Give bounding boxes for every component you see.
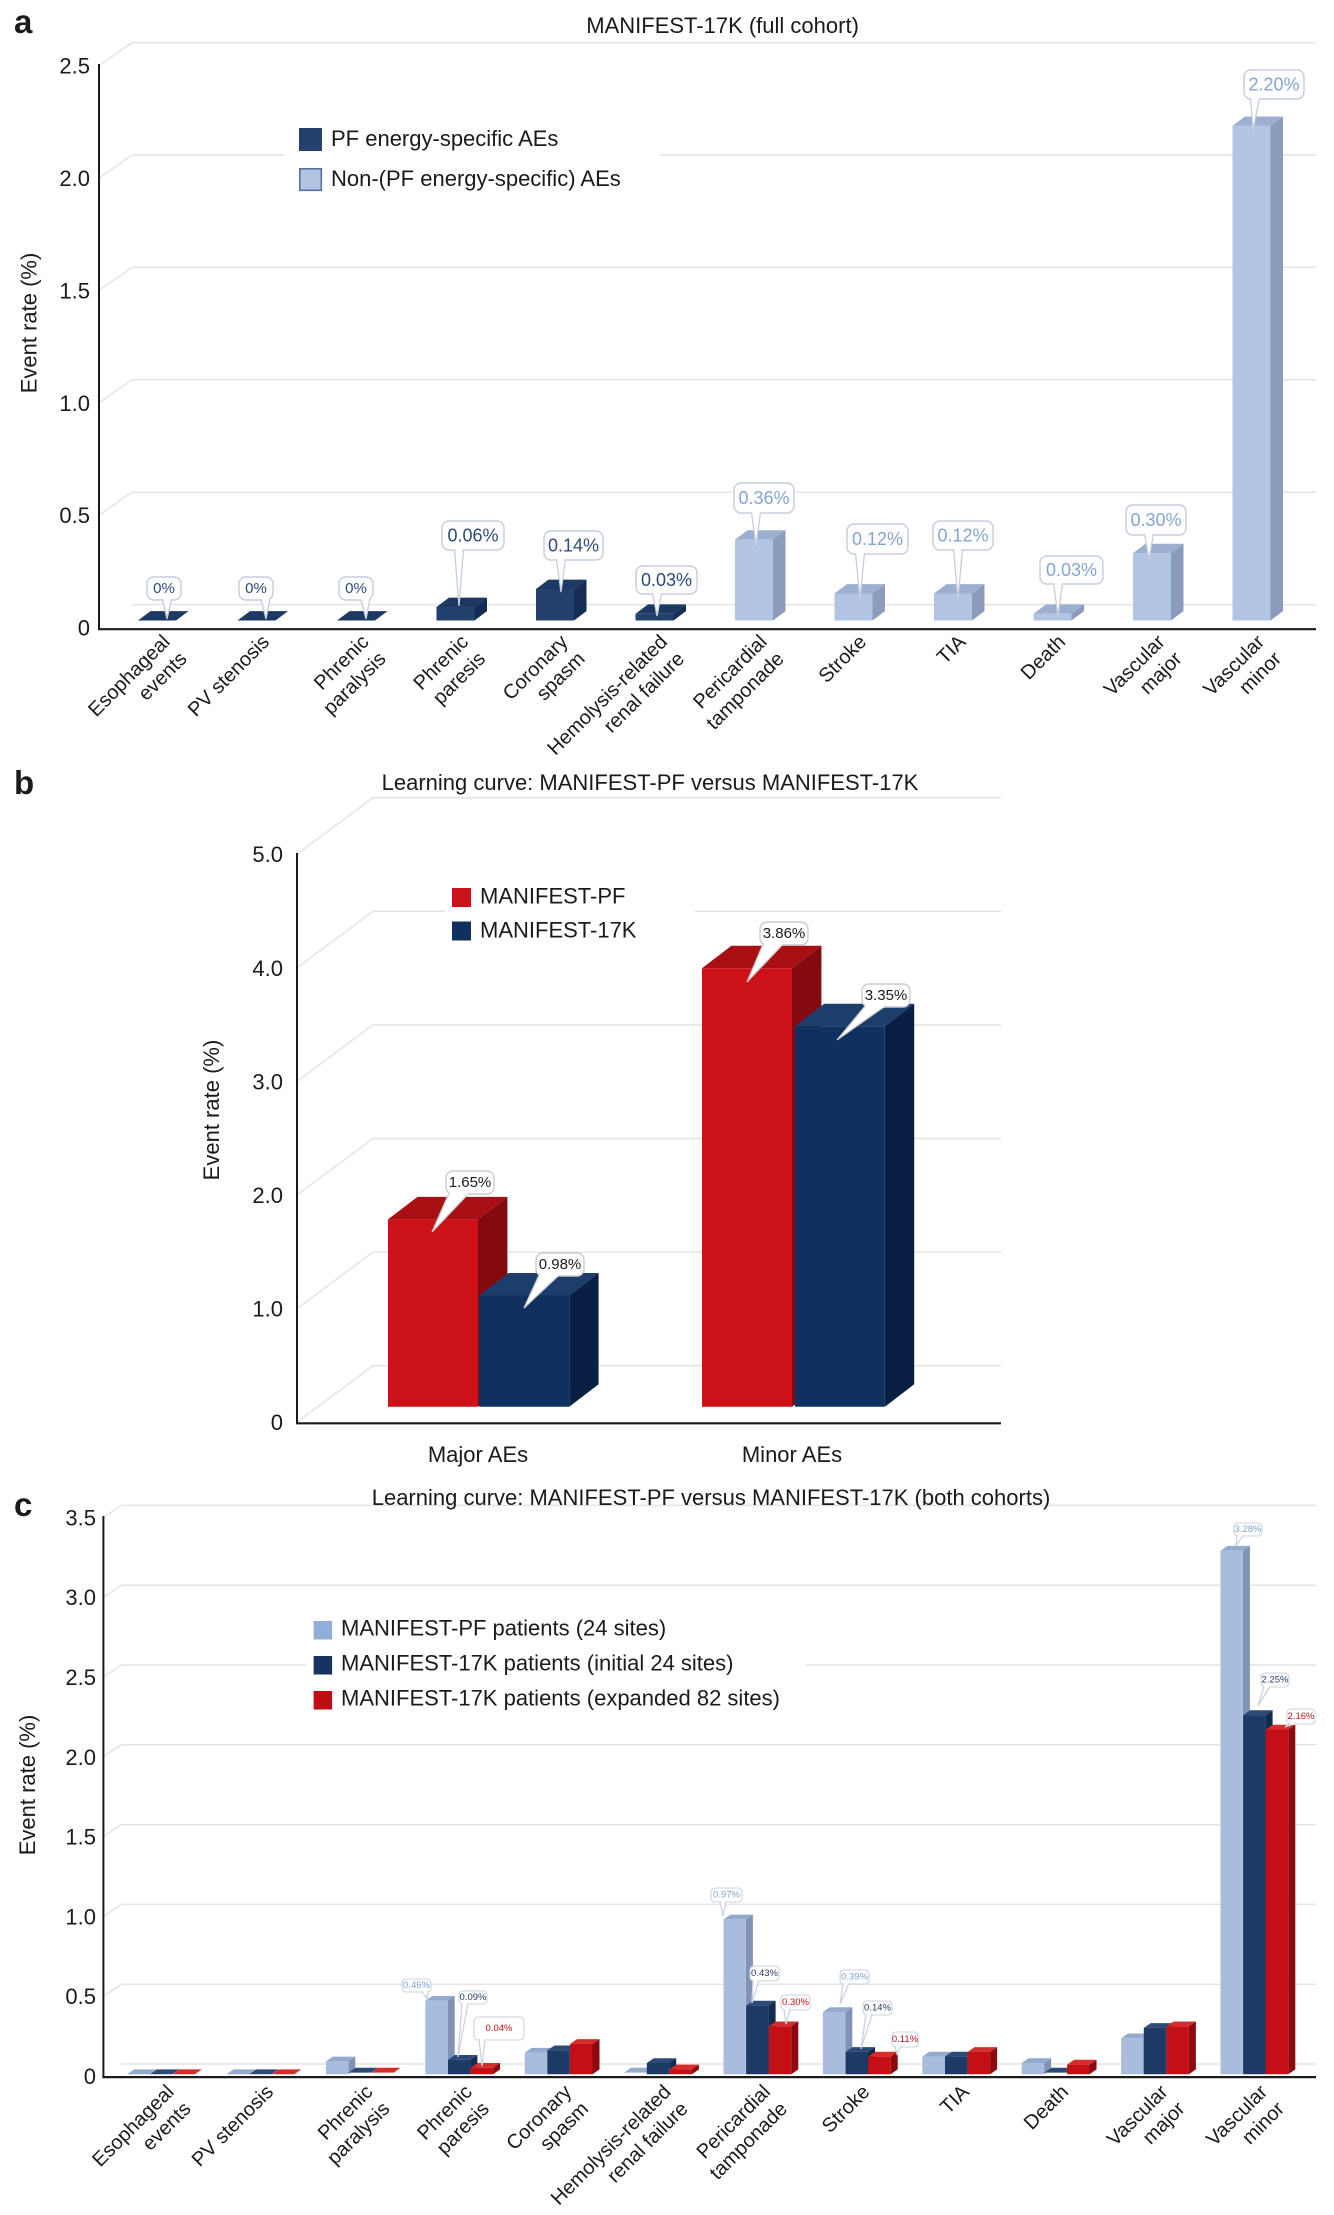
svg-text:0.36%: 0.36% bbox=[738, 488, 789, 508]
svg-text:3.0: 3.0 bbox=[65, 1585, 96, 1610]
svg-text:0.30%: 0.30% bbox=[782, 1997, 809, 2008]
svg-text:Learning curve: MANIFEST-PF ve: Learning curve: MANIFEST-PF versus MANIF… bbox=[382, 770, 919, 795]
svg-text:0.14%: 0.14% bbox=[548, 536, 599, 556]
svg-text:0%: 0% bbox=[345, 580, 367, 597]
svg-text:Event rate (%): Event rate (%) bbox=[15, 1715, 40, 1856]
svg-text:1.5: 1.5 bbox=[65, 1825, 96, 1850]
svg-text:0: 0 bbox=[84, 2064, 96, 2089]
svg-text:3.86%: 3.86% bbox=[763, 925, 806, 942]
svg-text:0.04%: 0.04% bbox=[486, 2023, 513, 2034]
svg-text:0.5: 0.5 bbox=[59, 503, 90, 528]
svg-text:0.46%: 0.46% bbox=[403, 1980, 430, 1991]
svg-text:MANIFEST-PF: MANIFEST-PF bbox=[480, 884, 625, 909]
svg-text:Minor AEs: Minor AEs bbox=[742, 1442, 842, 1467]
svg-text:3.5: 3.5 bbox=[65, 1505, 96, 1530]
svg-text:0.12%: 0.12% bbox=[937, 526, 988, 546]
svg-text:a: a bbox=[14, 3, 33, 40]
svg-text:c: c bbox=[14, 1486, 32, 1523]
svg-text:0.43%: 0.43% bbox=[751, 1968, 778, 1979]
svg-text:MANIFEST-PF patients (24 sites: MANIFEST-PF patients (24 sites) bbox=[341, 1616, 666, 1641]
svg-text:4.0: 4.0 bbox=[252, 956, 283, 981]
svg-text:1.5: 1.5 bbox=[59, 278, 90, 303]
svg-text:Learning curve: MANIFEST-PF ve: Learning curve: MANIFEST-PF versus MANIF… bbox=[372, 1485, 1051, 1510]
svg-text:0.11%: 0.11% bbox=[892, 2034, 919, 2045]
svg-text:MANIFEST-17K: MANIFEST-17K bbox=[480, 918, 637, 943]
svg-text:1.0: 1.0 bbox=[59, 391, 90, 416]
svg-text:3.35%: 3.35% bbox=[865, 987, 908, 1004]
svg-text:1.65%: 1.65% bbox=[449, 1174, 492, 1191]
svg-text:1.0: 1.0 bbox=[252, 1297, 283, 1322]
svg-text:0%: 0% bbox=[153, 580, 175, 597]
svg-text:3.0: 3.0 bbox=[252, 1069, 283, 1094]
svg-text:2.20%: 2.20% bbox=[1248, 75, 1299, 95]
svg-text:0.5: 0.5 bbox=[65, 1984, 96, 2009]
svg-text:1.0: 1.0 bbox=[65, 1904, 96, 1929]
svg-text:0.03%: 0.03% bbox=[641, 570, 692, 590]
svg-text:Event rate (%): Event rate (%) bbox=[199, 1040, 224, 1181]
svg-text:2.25%: 2.25% bbox=[1262, 1675, 1289, 1686]
svg-text:Major AEs: Major AEs bbox=[428, 1442, 528, 1467]
svg-text:0%: 0% bbox=[245, 580, 267, 597]
svg-text:PF energy-specific AEs: PF energy-specific AEs bbox=[331, 126, 558, 151]
svg-text:b: b bbox=[14, 764, 34, 801]
svg-text:0.14%: 0.14% bbox=[864, 2003, 891, 2014]
svg-text:0.98%: 0.98% bbox=[539, 1256, 582, 1273]
svg-text:2.0: 2.0 bbox=[59, 166, 90, 191]
svg-text:Event rate (%): Event rate (%) bbox=[17, 253, 42, 394]
svg-text:0.03%: 0.03% bbox=[1046, 560, 1097, 580]
svg-text:5.0: 5.0 bbox=[252, 842, 283, 867]
svg-text:0.06%: 0.06% bbox=[447, 526, 498, 546]
svg-text:3.28%: 3.28% bbox=[1235, 1524, 1262, 1535]
svg-text:0.30%: 0.30% bbox=[1130, 510, 1181, 530]
svg-text:2.0: 2.0 bbox=[252, 1183, 283, 1208]
svg-text:MANIFEST-17K patients (expande: MANIFEST-17K patients (expanded 82 sites… bbox=[341, 1686, 780, 1711]
svg-text:MANIFEST-17K (full cohort): MANIFEST-17K (full cohort) bbox=[586, 13, 859, 38]
svg-text:2.5: 2.5 bbox=[59, 54, 90, 79]
svg-text:0.39%: 0.39% bbox=[841, 1972, 868, 1983]
svg-text:0.09%: 0.09% bbox=[460, 1992, 487, 2003]
svg-text:MANIFEST-17K patients (initial: MANIFEST-17K patients (initial 24 sites) bbox=[341, 1651, 733, 1676]
svg-text:0: 0 bbox=[78, 616, 90, 641]
svg-text:2.0: 2.0 bbox=[65, 1745, 96, 1770]
svg-text:0.12%: 0.12% bbox=[852, 529, 903, 549]
svg-text:2.5: 2.5 bbox=[65, 1665, 96, 1690]
svg-text:Non-(PF energy-specific) AEs: Non-(PF energy-specific) AEs bbox=[331, 166, 621, 191]
svg-text:0.97%: 0.97% bbox=[713, 1890, 740, 1901]
svg-text:2.16%: 2.16% bbox=[1288, 1711, 1315, 1722]
svg-text:0: 0 bbox=[271, 1410, 283, 1435]
